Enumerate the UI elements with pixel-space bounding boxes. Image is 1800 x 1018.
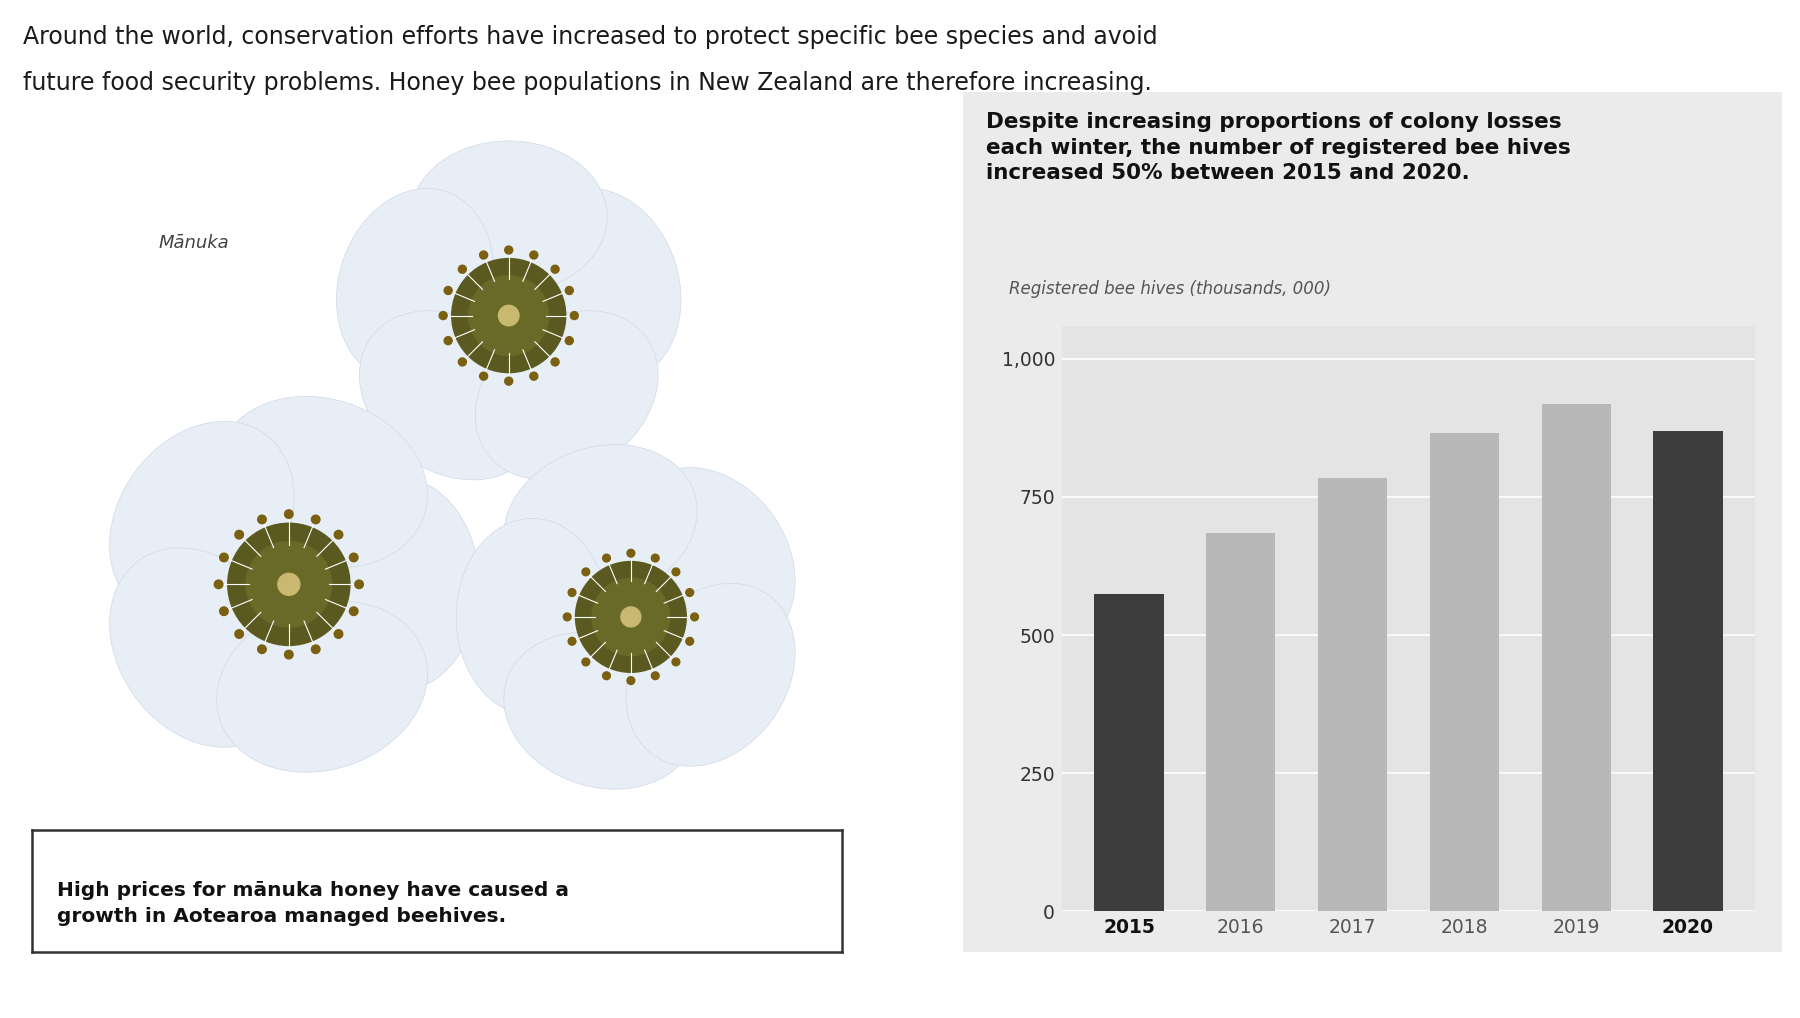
Ellipse shape [337,188,493,382]
Circle shape [652,554,659,562]
Ellipse shape [410,140,607,293]
Circle shape [349,607,358,616]
Circle shape [563,613,571,621]
Circle shape [234,530,243,539]
Circle shape [603,554,610,562]
Bar [1318,477,1388,911]
Circle shape [445,286,452,294]
Circle shape [671,568,680,576]
Circle shape [445,337,452,345]
Circle shape [581,568,590,576]
Circle shape [479,373,488,380]
Circle shape [257,515,266,523]
Circle shape [459,266,466,273]
Circle shape [479,251,488,259]
Text: Registered bee hives (thousands, 000): Registered bee hives (thousands, 000) [1010,280,1330,298]
Circle shape [349,553,358,562]
Circle shape [686,588,693,597]
Circle shape [335,530,342,539]
Ellipse shape [110,548,293,747]
Circle shape [311,515,320,523]
Bar [1541,404,1611,911]
Ellipse shape [626,467,796,651]
Circle shape [257,645,266,654]
Bar [1652,432,1723,911]
Circle shape [652,672,659,680]
Circle shape [551,266,560,273]
Circle shape [504,246,513,254]
Circle shape [284,510,293,518]
Circle shape [220,553,229,562]
Ellipse shape [216,396,427,568]
Ellipse shape [313,476,479,692]
Text: Despite increasing proportions of colony losses
each winter, the number of regis: Despite increasing proportions of colony… [986,112,1571,183]
Circle shape [626,550,635,557]
Circle shape [691,613,698,621]
Circle shape [603,672,610,680]
Circle shape [569,588,576,597]
Circle shape [592,578,670,656]
Circle shape [576,562,686,672]
Circle shape [452,259,565,373]
Bar [1094,593,1165,911]
Ellipse shape [110,421,293,621]
Circle shape [335,630,342,638]
Circle shape [234,630,243,638]
Circle shape [220,607,229,616]
Circle shape [581,658,590,666]
Circle shape [565,286,572,294]
Text: Mānuka: Mānuka [158,234,229,252]
Ellipse shape [216,601,427,773]
Ellipse shape [524,188,680,382]
Text: High prices for mānuka honey have caused a
growth in Aotearoa managed beehives.: High prices for mānuka honey have caused… [58,881,569,926]
Bar [1429,434,1499,911]
Bar [1206,532,1276,911]
Circle shape [529,251,538,259]
Ellipse shape [455,518,608,716]
Circle shape [504,377,513,385]
Circle shape [214,580,223,588]
Circle shape [671,658,680,666]
Text: future food security problems. Honey bee populations in New Zealand are therefor: future food security problems. Honey bee… [23,71,1152,96]
Ellipse shape [360,310,542,479]
Ellipse shape [626,583,796,767]
Circle shape [571,312,578,320]
Circle shape [284,651,293,659]
Circle shape [621,607,641,627]
Circle shape [355,580,364,588]
Circle shape [499,305,518,326]
Circle shape [229,523,349,645]
Circle shape [551,358,560,365]
Circle shape [439,312,446,320]
Circle shape [459,358,466,365]
Circle shape [569,637,576,645]
Circle shape [311,645,320,654]
Ellipse shape [475,310,659,479]
Ellipse shape [504,445,697,602]
Circle shape [468,276,549,355]
Circle shape [626,677,635,684]
Ellipse shape [504,632,697,789]
Circle shape [247,542,331,627]
Circle shape [565,337,572,345]
Circle shape [529,373,538,380]
Circle shape [277,573,301,596]
Circle shape [686,637,693,645]
Text: Around the world, conservation efforts have increased to protect specific bee sp: Around the world, conservation efforts h… [23,25,1157,50]
